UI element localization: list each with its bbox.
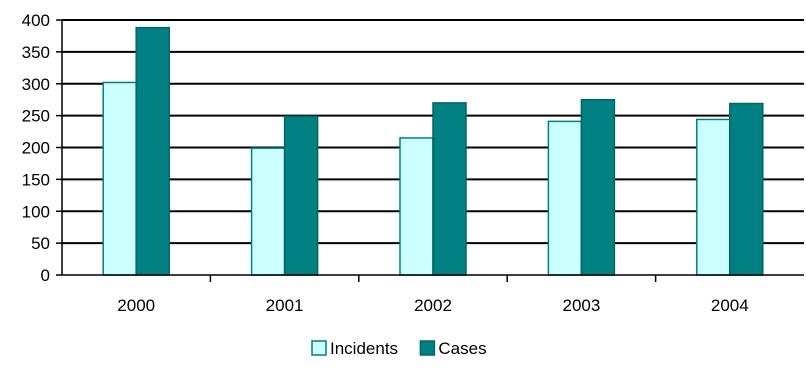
y-tick-label: 350 xyxy=(22,43,50,62)
x-tick-label: 2002 xyxy=(414,296,452,315)
bar-cases-2002 xyxy=(432,102,467,276)
x-tick-label: 2001 xyxy=(266,296,304,315)
y-tick-label: 50 xyxy=(31,234,50,253)
legend: Incidents Cases xyxy=(311,339,487,358)
x-tick-label: 2000 xyxy=(117,296,155,315)
x-tick-label: 2004 xyxy=(711,296,749,315)
x-tick-label: 2003 xyxy=(562,296,600,315)
bar-incidents-2001 xyxy=(250,147,286,276)
y-tick-label: 150 xyxy=(22,170,50,189)
y-tick-labels: 0 50 100 150 200 250 300 350 400 xyxy=(22,11,50,285)
bar-incidents-2002 xyxy=(399,137,434,276)
y-tick-label: 250 xyxy=(22,107,50,126)
bar-incidents-2003 xyxy=(547,120,583,276)
bar-cases-2001 xyxy=(283,115,319,276)
legend-swatch-incidents xyxy=(311,340,327,356)
y-tick-label: 0 xyxy=(41,266,50,285)
y-tick-label: 100 xyxy=(22,202,50,221)
bar-cases-2003 xyxy=(580,98,616,276)
bars xyxy=(102,26,764,276)
y-tick-label: 300 xyxy=(22,75,50,94)
bar-cases-2000 xyxy=(135,26,170,276)
y-tick-label: 400 xyxy=(22,11,50,30)
legend-label-cases: Cases xyxy=(438,339,486,358)
bar-incidents-2004 xyxy=(696,118,731,276)
x-tick-labels: 2000 2001 2002 2003 2004 xyxy=(117,296,748,315)
legend-label-incidents: Incidents xyxy=(330,339,398,358)
bar-cases-2004 xyxy=(729,102,764,276)
y-tick-label: 200 xyxy=(22,139,50,158)
bar-incidents-2000 xyxy=(102,81,137,276)
legend-swatch-cases xyxy=(419,340,436,356)
axes xyxy=(56,19,804,282)
